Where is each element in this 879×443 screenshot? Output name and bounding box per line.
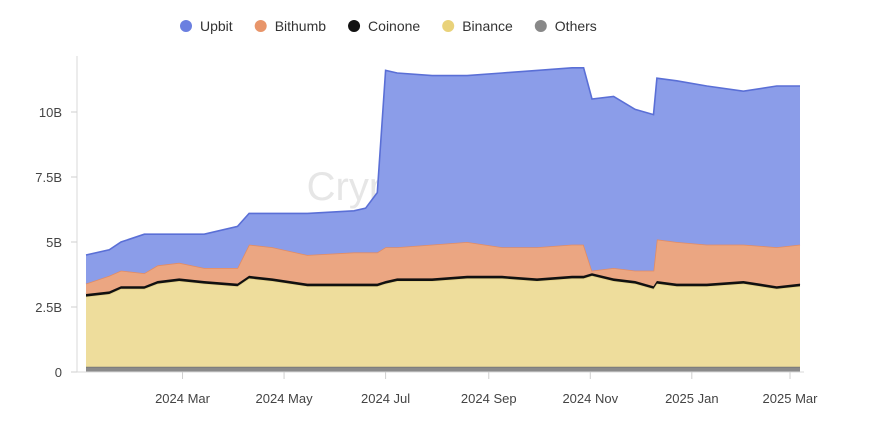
legend-marker-coinone: [348, 20, 361, 32]
x-tick-label: 2024 Mar: [155, 391, 211, 406]
legend-label-binance: Binance: [462, 18, 513, 34]
x-tick-label: 2024 Sep: [461, 391, 517, 406]
legend-label-coinone: Coinone: [368, 18, 420, 34]
x-tick-label: 2025 Jan: [665, 391, 719, 406]
legend-item-upbit[interactable]: Upbit: [180, 18, 233, 34]
line-upbit: [85, 67, 800, 256]
area-bithumb: [86, 239, 800, 294]
legend-item-bithumb[interactable]: Bithumb: [254, 18, 327, 34]
x-tick-label: 2024 Nov: [562, 391, 618, 406]
legend-marker-bithumb: [254, 20, 267, 32]
y-tick-label: 0: [55, 365, 62, 380]
legend-marker-binance: [442, 20, 455, 32]
legend-marker-others: [534, 20, 547, 32]
legend-label-upbit: Upbit: [200, 18, 233, 34]
legend-marker-upbit: [180, 20, 192, 32]
y-tick-label: 5B: [46, 235, 62, 250]
legend: Upbit Bithumb Coinone Binance Others: [180, 18, 597, 34]
legend-label-bithumb: Bithumb: [275, 18, 327, 34]
legend-item-coinone[interactable]: Coinone: [348, 18, 420, 34]
y-tick-label: 10B: [39, 105, 62, 120]
y-tick-label: 2.5B: [35, 300, 62, 315]
legend-label-others: Others: [555, 18, 597, 34]
x-axis-ticks: 2024 Mar 2024 May 2024 Jul 2024 Sep 2024 Nov…: [155, 372, 818, 406]
series-areas: [85, 67, 801, 372]
area-others: [86, 366, 800, 372]
area-upbit: [86, 67, 800, 284]
x-tick-label: 2025 Mar: [763, 391, 819, 406]
legend-item-others[interactable]: Others: [534, 18, 597, 34]
x-tick-label: 2024 Jul: [361, 391, 410, 406]
y-tick-label: 7.5B: [35, 170, 62, 185]
x-tick-label: 2024 May: [256, 391, 314, 406]
y-axis-ticks: 0 2.5B 5B 7.5B 10B: [35, 105, 77, 380]
axes: [76, 56, 804, 373]
legend-item-binance[interactable]: Binance: [442, 18, 513, 34]
area-binance: [86, 275, 800, 367]
area-coinone: [86, 273, 800, 297]
